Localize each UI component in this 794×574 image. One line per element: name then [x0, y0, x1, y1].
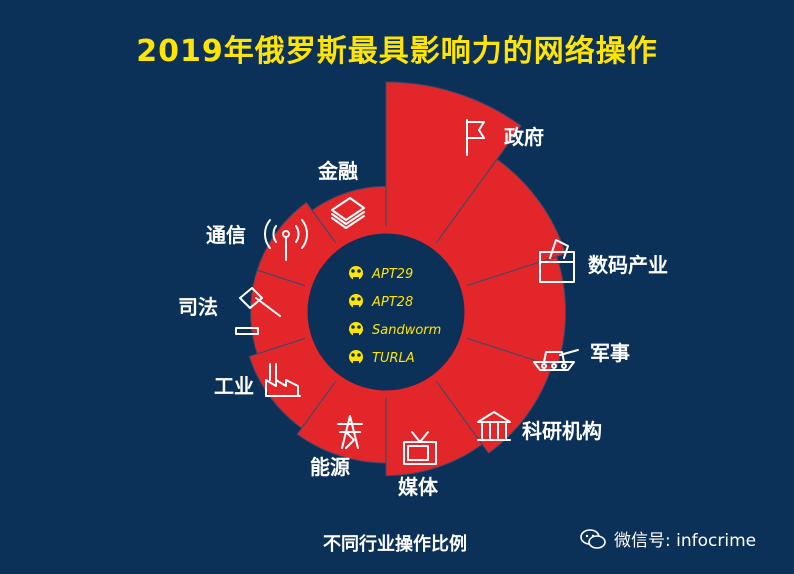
tv-icon	[403, 431, 437, 465]
label-tank: 军事	[590, 341, 630, 365]
label-antenna: 通信	[206, 223, 246, 247]
wechat-watermark: 微信号: infocrime	[580, 526, 756, 551]
page-title: 2019年俄罗斯最具影响力的网络操作	[136, 34, 658, 69]
inner-ring	[300, 226, 472, 398]
label-flag: 政府	[504, 125, 544, 149]
label-power-tower: 能源	[310, 455, 350, 479]
skull-icon	[349, 266, 363, 280]
label-institution: 科研机构	[522, 419, 602, 443]
chart-subtitle: 不同行业操作比例	[323, 534, 467, 555]
skull-icon	[349, 350, 363, 364]
wechat-icon	[580, 528, 606, 549]
ballot-box-icon	[539, 239, 575, 283]
factory-icon	[265, 363, 301, 397]
group-apt28: APT28	[371, 295, 413, 310]
power-tower-icon	[337, 415, 363, 449]
skull-icon	[349, 294, 363, 308]
money-stack-icon	[331, 197, 365, 229]
flag-icon	[466, 119, 485, 156]
label-ballot-box: 数码产业	[588, 253, 668, 277]
inner-disc	[308, 234, 464, 390]
label-tv: 媒体	[398, 475, 439, 499]
institution-icon	[477, 411, 511, 441]
group-sandworm: Sandworm	[372, 323, 441, 338]
label-money-stack: 金融	[317, 159, 358, 183]
watermark-text: 微信号: infocrime	[614, 531, 757, 551]
skull-icon	[349, 322, 363, 336]
group-apt29: APT29	[371, 267, 413, 282]
label-gavel: 司法	[178, 295, 218, 319]
tank-icon	[533, 349, 579, 371]
antenna-icon	[263, 219, 309, 261]
label-factory: 工业	[214, 374, 254, 398]
group-turla: TURLA	[372, 351, 415, 366]
gavel-icon	[235, 287, 281, 335]
